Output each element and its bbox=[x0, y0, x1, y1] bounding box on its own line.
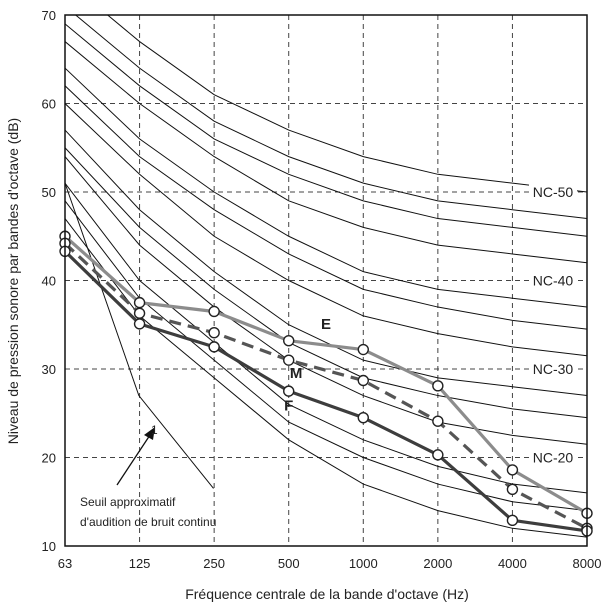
data-point bbox=[357, 374, 369, 387]
nc-curve bbox=[65, 67, 587, 308]
nc-label: NC-50 bbox=[533, 184, 574, 200]
series-line bbox=[63, 235, 588, 515]
data-point bbox=[506, 483, 519, 496]
nc-label-bg bbox=[529, 359, 577, 377]
y-tick-label: 50 bbox=[42, 185, 56, 200]
nc-label-bg bbox=[529, 182, 577, 200]
background-curve bbox=[65, 147, 587, 419]
data-point bbox=[283, 334, 295, 347]
data-point bbox=[208, 305, 220, 318]
x-axis-title: Fréquence centrale de la bande d'octave … bbox=[185, 586, 469, 602]
x-tick-label: 500 bbox=[278, 556, 300, 571]
y-axis-title: Niveau de pression sonore par bandes d'o… bbox=[5, 118, 21, 444]
x-tick-label: 125 bbox=[129, 556, 151, 571]
x-tick-label: 8000 bbox=[573, 556, 602, 571]
x-tick-label: 63 bbox=[58, 556, 72, 571]
y-tick-label: 20 bbox=[42, 451, 56, 466]
annotation-line-2: d'audition de bruit continu bbox=[80, 515, 216, 529]
annotation-arrow-shaft bbox=[116, 431, 153, 486]
background-curve bbox=[65, 23, 587, 237]
series-name-label: M bbox=[290, 365, 303, 382]
nc-label: NC-30 bbox=[533, 361, 574, 377]
data-point bbox=[208, 341, 220, 353]
background-curve bbox=[65, 156, 587, 445]
data-point bbox=[357, 343, 369, 356]
tick-labels: 63 125 250 500 1000 2000 4000 8000 10 20 30 40 50 60 7… bbox=[42, 8, 602, 571]
data-point bbox=[506, 464, 519, 476]
annotation-line-1: Seuil approximatif bbox=[80, 495, 176, 509]
nc-curve bbox=[65, 129, 587, 397]
labels: NC-20 NC-30 NC-40 NC-50 E MF bbox=[284, 182, 577, 466]
data-point bbox=[357, 411, 369, 424]
background-curve bbox=[65, 200, 587, 512]
nc-label-bg bbox=[529, 447, 577, 466]
series-line bbox=[63, 242, 588, 530]
nc-curves bbox=[65, 15, 587, 546]
x-tick-label: 250 bbox=[203, 556, 225, 571]
nc-label: NC-20 bbox=[533, 450, 574, 466]
y-tick-label: 10 bbox=[42, 539, 56, 554]
y-tick-label: 60 bbox=[42, 97, 56, 112]
nc-label: NC-40 bbox=[533, 273, 574, 289]
data-point bbox=[133, 296, 146, 309]
series-name-label: E bbox=[321, 316, 331, 333]
x-tick-label: 1000 bbox=[349, 556, 378, 571]
y-tick-label: 30 bbox=[42, 362, 56, 377]
x-tick-label: 4000 bbox=[498, 556, 527, 571]
data-point bbox=[506, 514, 519, 527]
data-point bbox=[432, 449, 444, 461]
data-point bbox=[283, 385, 295, 397]
threshold-marker-label: 1 bbox=[151, 423, 158, 437]
background-curve bbox=[65, 103, 587, 357]
series-line bbox=[63, 250, 588, 533]
background-curve bbox=[65, 85, 587, 330]
data-point bbox=[432, 380, 444, 392]
nc-label-bg bbox=[529, 270, 577, 289]
data-point bbox=[432, 415, 444, 427]
threshold-curve-tail bbox=[363, 545, 368, 546]
annotation-arrow-head bbox=[144, 427, 155, 440]
nc-curve bbox=[74, 15, 587, 220]
data-point bbox=[133, 307, 146, 319]
nc-curve bbox=[65, 182, 587, 494]
data-point bbox=[208, 327, 220, 339]
y-tick-label: 40 bbox=[42, 274, 56, 289]
data-point bbox=[133, 318, 146, 330]
series-name-label: F bbox=[284, 398, 293, 415]
background-curve bbox=[65, 41, 587, 264]
threshold-curve bbox=[65, 182, 214, 489]
data-point bbox=[283, 354, 295, 366]
plot-frame bbox=[64, 14, 588, 547]
background-curve bbox=[106, 15, 587, 193]
y-tick-label: 70 bbox=[42, 8, 56, 23]
x-tick-label: 2000 bbox=[423, 556, 452, 571]
